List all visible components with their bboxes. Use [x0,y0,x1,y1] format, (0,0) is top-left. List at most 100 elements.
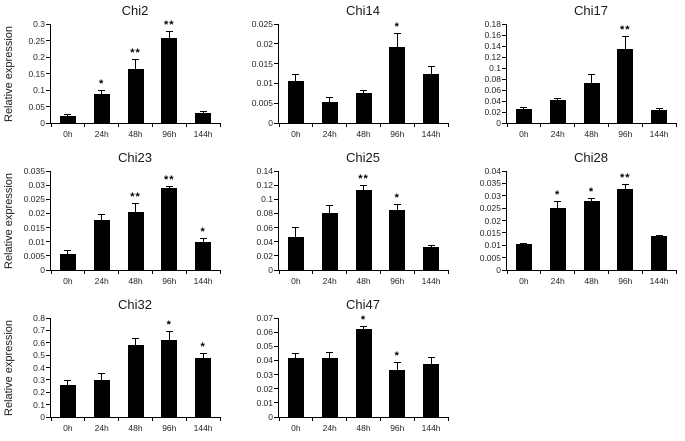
error-bar [168,31,170,39]
y-tick-label: 0.2 [33,52,45,62]
chart-chi25: Chi25 0 0.02 0.04 0.06 0.08 0.1 0.12 0.14 0h 24h *… [228,147,456,294]
bar [195,113,212,123]
error-bar-cap [360,325,367,327]
y-tick [502,45,506,47]
chart-chi17: Chi17 0 0.02 0.04 0.06 0.08 0.1 0.12 0.14 0.16 0.… [456,0,684,147]
error-bar-cap [520,106,528,108]
chart-title: Chi2 [121,3,149,18]
error-bar-cap [165,185,173,187]
y-tick-label: 0.015 [23,222,45,233]
x-tick-label: 144h [421,423,441,433]
x-tick-label: 24h [322,276,337,286]
bar [549,207,566,270]
x-tick [84,417,86,421]
x-tick [540,270,542,274]
y-tick [46,329,50,331]
y-tick-label: 0 [40,118,45,128]
chart-title: Chi14 [346,3,380,18]
y-tick [502,111,506,113]
error-bar-cap [98,90,106,91]
error-bar [202,239,204,242]
x-tick [219,270,221,274]
y-tick [46,416,50,418]
error-bar-cap [554,201,562,203]
x-tick [219,417,221,421]
y-tick [46,73,50,74]
error-bar-cap [98,213,106,215]
x-tick [346,417,348,421]
error-bar [295,75,297,82]
error-bar-cap [360,90,367,92]
x-tick [413,270,415,274]
y-tick [274,255,278,257]
y-tick [46,269,50,271]
bar [161,340,178,417]
y-tick-label: 0.04 [256,236,273,247]
bar [93,379,110,417]
x-tick [506,270,508,274]
y-tick-label: 0 [268,412,273,422]
y-tick [46,56,50,58]
y-tick [46,379,50,381]
bar [389,370,406,417]
significance-label: ** [164,173,175,186]
plot-area: 0 0.05 0.1 0.15 0.2 0.25 0.3 0h * 24h ** 48h ** 96h 14… [28,19,221,139]
error-bar-cap [621,36,629,38]
y-tick-label: 0.03 [256,369,273,380]
chart-row-2: Relative expression Chi23 0 0.005 0.01 0.01… [0,147,685,294]
error-bar [295,228,297,237]
bar [195,357,212,417]
bar [59,116,76,123]
bar [195,241,212,270]
significance-label: ** [620,24,631,37]
y-tick [502,78,506,80]
error-bar-cap [588,198,595,200]
x-tick [151,417,153,421]
error-bar [430,358,432,364]
x-tick-label: 48h [584,276,599,286]
x-tick-label: 144h [649,129,669,139]
x-tick-label: 24h [94,129,109,139]
bar [355,190,372,270]
error-bar-cap [199,352,207,354]
y-tick-label: 0.02 [484,215,501,226]
y-tick [46,212,50,214]
x-tick [312,417,314,421]
error-bar-cap [326,351,334,353]
plot-area: 0 0.02 0.04 0.06 0.08 0.1 0.12 0.14 0h 24h ** 48h * 9… [256,166,449,286]
x-tick [50,417,52,421]
x-tick [413,123,415,127]
error-bar-cap [132,58,139,60]
chart-chi47: Chi47 0 0.01 0.02 0.03 0.04 0.05 0.06 0.07 0h 24h… [228,294,456,441]
significance-label: ** [620,172,631,185]
error-bar [557,202,559,208]
x-tick-label: 48h [128,129,143,139]
error-bar-cap [132,202,139,204]
y-tick-label: 0.06 [484,85,501,95]
bar [59,384,76,417]
error-bar [168,331,170,341]
significance-label: * [360,313,367,326]
x-tick [312,123,314,127]
y-tick-label: 0.02 [256,38,273,49]
x-tick-label: 48h [584,129,599,139]
y-tick [274,317,278,319]
x-tick-label: 0h [519,129,529,139]
x-tick [607,270,609,274]
error-bar [67,251,69,254]
x-tick [118,417,120,421]
y-tick [502,67,506,69]
y-tick-label: 0.01 [256,78,273,89]
error-bar [557,98,559,100]
error-bar-cap [655,234,663,236]
x-tick-label: 24h [550,276,565,286]
y-tick-label: 0.005 [251,98,273,109]
error-bar [523,107,525,109]
significance-label: * [555,189,561,202]
error-bar [135,339,136,346]
error-bar-cap [199,238,207,240]
error-bar-cap [292,227,300,229]
plot-area: 0 0.005 0.01 0.015 0.02 0.025 0h 24h 48h * 96h 144h [252,19,449,139]
chart-chi23: Relative expression Chi23 0 0.005 0.01 0.01… [0,147,228,294]
error-bar-cap [427,357,435,359]
